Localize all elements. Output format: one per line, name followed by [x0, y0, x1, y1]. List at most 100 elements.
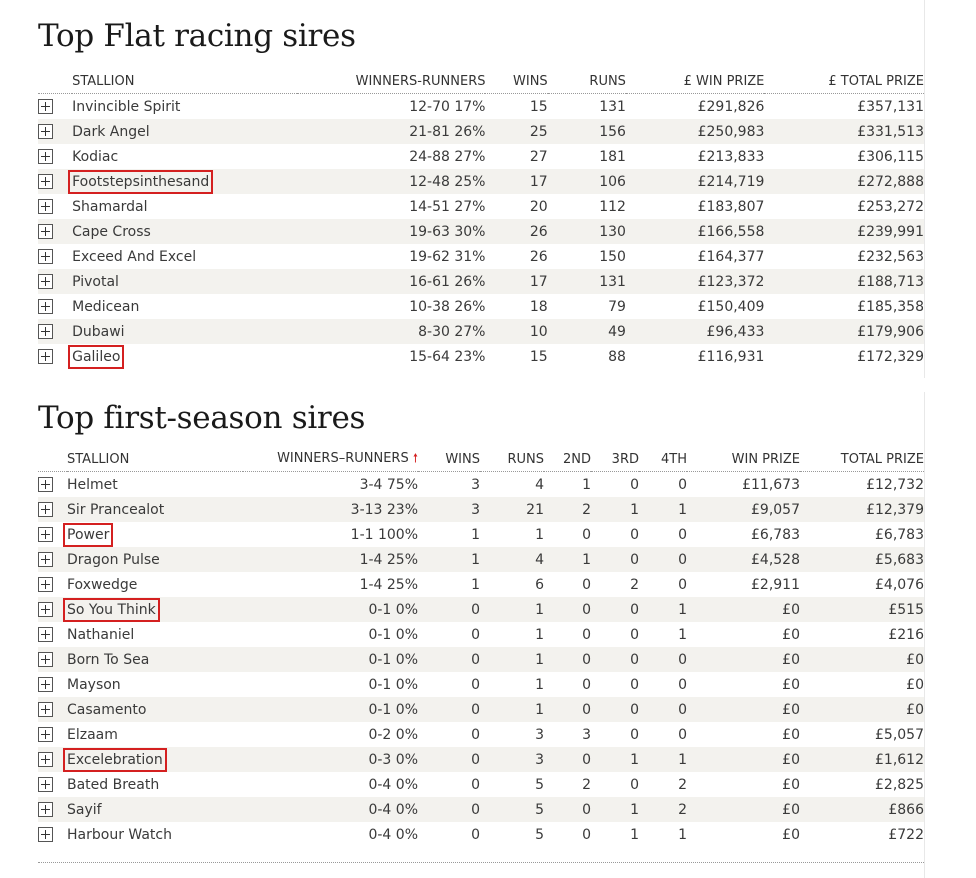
stallion-name[interactable]: Medicean — [72, 298, 140, 315]
expand-plus-icon[interactable] — [38, 777, 53, 792]
stallion-name[interactable]: Invincible Spirit — [72, 98, 181, 115]
table-row[interactable]: Dragon Pulse 1-4 25% 1 4 1 0 0 £4,528 £5,683 — [38, 547, 924, 572]
third-cell: 0 — [591, 647, 639, 672]
col-total-prize[interactable]: £ TOTAL PRIZE — [764, 70, 924, 94]
table-row[interactable]: Born To Sea 0-1 0% 0 1 0 0 0 £0 £0 — [38, 647, 924, 672]
expand-plus-icon[interactable] — [38, 224, 53, 239]
table-row[interactable]: Footstepsinthesand 12-48 25% 17 106 £214,719… — [38, 169, 924, 194]
col-runs[interactable]: RUNS — [480, 448, 544, 472]
expand-plus-icon[interactable] — [38, 752, 53, 767]
table-row[interactable]: Pivotal 16-61 26% 17 131 £123,372 £188,713 — [38, 269, 924, 294]
expand-plus-icon[interactable] — [38, 324, 53, 339]
table-row[interactable]: Sayif 0-4 0% 0 5 0 1 2 £0 £866 — [38, 797, 924, 822]
col-runs[interactable]: RUNS — [547, 70, 626, 94]
expand-plus-icon[interactable] — [38, 577, 53, 592]
expand-plus-icon[interactable] — [38, 502, 53, 517]
expand-plus-icon[interactable] — [38, 677, 53, 692]
wins-cell: 1 — [418, 547, 480, 572]
table-row[interactable]: Medicean 10-38 26% 18 79 £150,409 £185,358 — [38, 294, 924, 319]
expand-plus-icon[interactable] — [38, 199, 53, 214]
wins-cell: 3 — [471, 476, 480, 493]
winners-runners-cell: 15-64 23% — [409, 348, 486, 365]
winners-runners-cell: 16-61 26% — [296, 269, 486, 294]
table-row[interactable]: Cape Cross 19-63 30% 26 130 £166,558 £239,991 — [38, 219, 924, 244]
table-row[interactable]: Dubawi 8-30 27% 10 49 £96,433 £179,906 — [38, 319, 924, 344]
table-row[interactable]: Kodiac 24-88 27% 27 181 £213,833 £306,115 — [38, 144, 924, 169]
expand-plus-icon[interactable] — [38, 124, 53, 139]
expand-plus-icon[interactable] — [38, 827, 53, 842]
stallion-name[interactable]: Born To Sea — [67, 651, 150, 668]
table-row[interactable]: Shamardal 14-51 27% 20 112 £183,807 £253,272 — [38, 194, 924, 219]
table-row[interactable]: Mayson 0-1 0% 0 1 0 0 0 £0 £0 — [38, 672, 924, 697]
stallion-name[interactable]: So You Think — [63, 597, 160, 622]
expand-plus-icon[interactable] — [38, 477, 53, 492]
expand-plus-icon[interactable] — [38, 349, 53, 364]
col-win-prize[interactable]: WIN PRIZE — [687, 448, 800, 472]
table-row[interactable]: Power 1-1 100% 1 1 0 0 0 £6,783 £6,783 — [38, 522, 924, 547]
expand-plus-icon[interactable] — [38, 99, 53, 114]
col-wins[interactable]: WINS — [485, 70, 548, 94]
stallion-name[interactable]: Footstepsinthesand — [68, 169, 214, 194]
first-season-rows: Helmet 3-4 75% 3 4 1 0 0 £11,673 £12,732 Sir Pran… — [38, 472, 924, 848]
col-stallion[interactable]: STALLION — [72, 70, 297, 94]
table-row[interactable]: Sir Prancealot 3-13 23% 3 21 2 1 1 £9,057 £12,37… — [38, 497, 924, 522]
table-row[interactable]: Invincible Spirit 12-70 17% 15 131 £291,826 £… — [38, 94, 924, 120]
table-row[interactable]: Foxwedge 1-4 25% 1 6 0 2 0 £2,911 £4,076 — [38, 572, 924, 597]
expand-plus-icon[interactable] — [38, 727, 53, 742]
expand-plus-icon[interactable] — [38, 299, 53, 314]
stallion-name[interactable]: Dark Angel — [72, 123, 150, 140]
col-2nd[interactable]: 2ND — [544, 448, 591, 472]
stallion-name[interactable]: Elzaam — [67, 726, 118, 743]
col-winners-runners[interactable]: WINNERS-RUNNERS — [296, 70, 486, 94]
expand-plus-icon[interactable] — [38, 274, 53, 289]
expand-plus-icon[interactable] — [38, 249, 53, 264]
expand-plus-icon[interactable] — [38, 802, 53, 817]
third-cell: 2 — [630, 576, 639, 593]
col-stallion[interactable]: STALLION — [67, 448, 243, 472]
stallion-name[interactable]: Helmet — [67, 476, 118, 493]
col-win-prize[interactable]: £ WIN PRIZE — [625, 70, 765, 94]
stallion-name[interactable]: Sayif — [67, 801, 102, 818]
table-row[interactable]: Excelebration 0-3 0% 0 3 0 1 1 £0 £1,612 — [38, 747, 924, 772]
stallion-name[interactable]: Casamento — [67, 701, 147, 718]
table-row[interactable]: Casamento 0-1 0% 0 1 0 0 0 £0 £0 — [38, 697, 924, 722]
stallion-name[interactable]: Mayson — [67, 676, 121, 693]
table-row[interactable]: Exceed And Excel 19-62 31% 26 150 £164,377 £2… — [38, 244, 924, 269]
expand-plus-icon[interactable] — [38, 627, 53, 642]
expand-plus-icon[interactable] — [38, 602, 53, 617]
col-3rd[interactable]: 3RD — [591, 448, 639, 472]
stallion-name[interactable]: Harbour Watch — [67, 826, 172, 843]
stallion-name[interactable]: Galileo — [68, 344, 125, 369]
col-4th[interactable]: 4TH — [639, 448, 687, 472]
table-row[interactable]: Elzaam 0-2 0% 0 3 3 0 0 £0 £5,057 — [38, 722, 924, 747]
col-wins[interactable]: WINS — [418, 448, 480, 472]
table-row[interactable]: Galileo 15-64 23% 15 88 £116,931 £172,329 — [38, 344, 924, 369]
stallion-name[interactable]: Kodiac — [72, 148, 119, 165]
stallion-name[interactable]: Foxwedge — [67, 576, 138, 593]
stallion-name[interactable]: Exceed And Excel — [72, 248, 197, 265]
expand-plus-icon[interactable] — [38, 174, 53, 189]
stallion-name[interactable]: Nathaniel — [67, 626, 135, 643]
stallion-name[interactable]: Excelebration — [63, 747, 167, 772]
col-total-prize[interactable]: TOTAL PRIZE — [800, 448, 924, 472]
table-row[interactable]: So You Think 0-1 0% 0 1 0 0 1 £0 £515 — [38, 597, 924, 622]
expand-plus-icon[interactable] — [38, 527, 53, 542]
stallion-name[interactable]: Bated Breath — [67, 776, 160, 793]
table-row[interactable]: Dark Angel 21-81 26% 25 156 £250,983 £331,513 — [38, 119, 924, 144]
expand-plus-icon[interactable] — [38, 652, 53, 667]
stallion-name[interactable]: Shamardal — [72, 198, 148, 215]
stallion-name[interactable]: Dubawi — [72, 323, 125, 340]
expand-plus-icon[interactable] — [38, 702, 53, 717]
expand-plus-icon[interactable] — [38, 552, 53, 567]
table-row[interactable]: Bated Breath 0-4 0% 0 5 2 0 2 £0 £2,825 — [38, 772, 924, 797]
stallion-name[interactable]: Pivotal — [72, 273, 119, 290]
table-row[interactable]: Nathaniel 0-1 0% 0 1 0 0 1 £0 £216 — [38, 622, 924, 647]
stallion-name[interactable]: Cape Cross — [72, 223, 151, 240]
stallion-name[interactable]: Dragon Pulse — [67, 551, 160, 568]
stallion-name[interactable]: Power — [62, 522, 114, 547]
stallion-name[interactable]: Sir Prancealot — [67, 501, 165, 518]
table-row[interactable]: Helmet 3-4 75% 3 4 1 0 0 £11,673 £12,732 — [38, 472, 924, 498]
table-row[interactable]: Harbour Watch 0-4 0% 0 5 0 1 1 £0 £722 — [38, 822, 924, 847]
expand-plus-icon[interactable] — [38, 149, 53, 164]
col-winners-runners[interactable]: WINNERS–RUNNERS 🠕 — [243, 448, 418, 472]
